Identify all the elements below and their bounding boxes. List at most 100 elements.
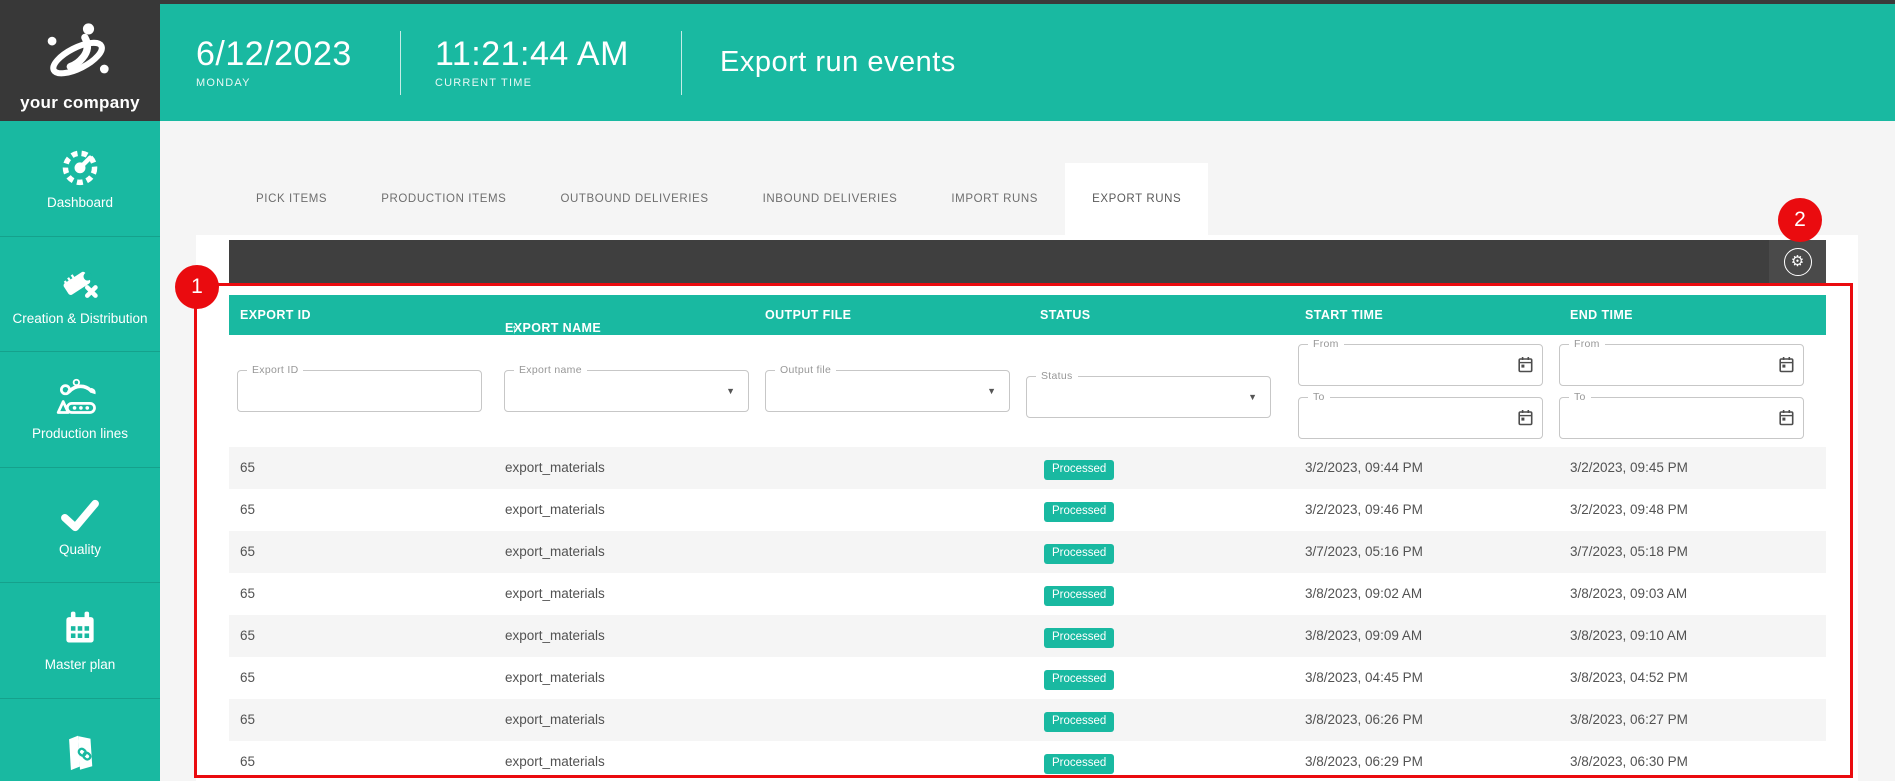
cell-export-id: 65: [240, 754, 256, 769]
table-settings-button[interactable]: ⚙: [1769, 240, 1826, 283]
export-runs-table-card: ⚙ EXPORT ID EXPORT NAME ↑ OUTPUT FILE STA…: [229, 240, 1826, 781]
cell-export-id: 65: [240, 460, 256, 475]
sidebar-item-label: Creation & Distribution: [12, 310, 148, 326]
sidebar-item-package-tracking[interactable]: [0, 699, 160, 781]
current-day: MONDAY: [196, 77, 251, 90]
package-link-icon: [58, 732, 102, 772]
tab-pick-items[interactable]: PICK ITEMS: [256, 193, 328, 205]
cell-start-time: 3/8/2023, 09:09 AM: [1305, 628, 1423, 643]
sidebar-item-production-lines[interactable]: Production lines: [0, 352, 160, 468]
check-icon: [57, 493, 103, 533]
tab-outbound-deliveries[interactable]: OUTBOUND DELIVERIES: [560, 193, 709, 205]
sidebar-item-quality[interactable]: Quality: [0, 468, 160, 583]
status-badge: Processed: [1044, 712, 1115, 732]
table-toolbar: ⚙: [229, 240, 1826, 283]
status-badge: Processed: [1044, 460, 1115, 480]
calendar-icon[interactable]: [1518, 356, 1533, 373]
table-row[interactable]: 65 export_materials Processed 3/8/2023, …: [229, 699, 1826, 741]
table-row[interactable]: 65 export_materials Processed 3/8/2023, …: [229, 573, 1826, 615]
status-badge: Processed: [1044, 586, 1115, 606]
cell-export-name: export_materials: [505, 460, 605, 475]
cell-end-time: 3/7/2023, 05:18 PM: [1570, 544, 1688, 559]
export-name-filter-input[interactable]: [515, 375, 712, 407]
filter-output-file: Output file ▼: [765, 364, 1010, 412]
chevron-down-icon[interactable]: ▼: [1248, 392, 1257, 402]
header-time-block: 11:21:44 AM CURRENT TIME: [435, 34, 647, 90]
cell-end-time: 3/2/2023, 09:45 PM: [1570, 460, 1688, 475]
tab-production-items[interactable]: PRODUCTION ITEMS: [381, 193, 507, 205]
calendar-icon[interactable]: [1779, 356, 1794, 373]
cell-export-name: export_materials: [505, 628, 605, 643]
column-header-status[interactable]: STATUS: [1040, 308, 1091, 322]
chevron-down-icon[interactable]: ▼: [987, 386, 996, 396]
status-badge: Processed: [1044, 754, 1115, 774]
status-badge: Processed: [1044, 502, 1115, 522]
start-time-to-input[interactable]: [1309, 402, 1506, 434]
table-row[interactable]: 65 export_materials Processed 3/2/2023, …: [229, 447, 1826, 489]
tab-export-runs[interactable]: EXPORT RUNS: [1065, 163, 1209, 235]
calendar-icon[interactable]: [1518, 409, 1533, 426]
cell-start-time: 3/7/2023, 05:16 PM: [1305, 544, 1423, 559]
status-badge: Processed: [1044, 628, 1115, 648]
sidebar-item-dashboard[interactable]: Dashboard: [0, 121, 160, 237]
filter-label: To: [1569, 391, 1591, 403]
column-header-end-time[interactable]: END TIME: [1570, 308, 1633, 322]
gauge-icon: [58, 146, 102, 186]
cell-export-id: 65: [240, 628, 256, 643]
chevron-down-icon[interactable]: ▼: [726, 386, 735, 396]
cell-end-time: 3/8/2023, 04:52 PM: [1570, 670, 1688, 685]
table-row[interactable]: 65 export_materials Processed 3/8/2023, …: [229, 615, 1826, 657]
sidebar-item-master-plan[interactable]: Master plan: [0, 583, 160, 699]
calendar-icon: [59, 608, 101, 648]
filter-label: Output file: [775, 364, 837, 376]
main-content: PICK ITEMS PRODUCTION ITEMS OUTBOUND DEL…: [160, 121, 1895, 781]
sidebar-item-label: Dashboard: [46, 195, 114, 211]
end-time-from-input[interactable]: [1570, 349, 1767, 381]
export-runs-panel: ⚙ EXPORT ID EXPORT NAME ↑ OUTPUT FILE STA…: [196, 235, 1858, 781]
current-time-label: CURRENT TIME: [435, 77, 533, 90]
cell-export-name: export_materials: [505, 586, 605, 601]
cell-export-id: 65: [240, 502, 256, 517]
column-header-start-time[interactable]: START TIME: [1305, 308, 1384, 322]
page-title: Export run events: [720, 46, 956, 78]
table-row[interactable]: 65 export_materials Processed 3/8/2023, …: [229, 741, 1826, 781]
cell-end-time: 3/8/2023, 06:27 PM: [1570, 712, 1688, 727]
table-row[interactable]: 65 export_materials Processed 3/8/2023, …: [229, 657, 1826, 699]
calendar-icon[interactable]: [1779, 409, 1794, 426]
column-header-export-id[interactable]: EXPORT ID: [240, 308, 311, 322]
table-filter-row: Export ID Export name ▼ Output file ▼: [229, 335, 1826, 447]
table-row[interactable]: 65 export_materials Processed 3/7/2023, …: [229, 531, 1826, 573]
status-filter-input[interactable]: [1037, 381, 1234, 413]
filter-end-time-from: From: [1559, 338, 1804, 386]
app-header: 6/12/2023 MONDAY 11:21:44 AM CURRENT TIM…: [160, 4, 1895, 121]
cell-start-time: 3/2/2023, 09:46 PM: [1305, 502, 1423, 517]
table-row[interactable]: 65 export_materials Processed 3/2/2023, …: [229, 489, 1826, 531]
sidebar-nav: Dashboard Creation & Distribution: [0, 121, 160, 781]
filter-label: To: [1308, 391, 1330, 403]
tab-import-runs[interactable]: IMPORT RUNS: [951, 193, 1039, 205]
cell-export-id: 65: [240, 544, 256, 559]
end-time-to-input[interactable]: [1570, 402, 1767, 434]
cell-export-id: 65: [240, 712, 256, 727]
column-header-output-file[interactable]: OUTPUT FILE: [765, 308, 852, 322]
current-time: 11:21:44 AM: [435, 34, 629, 73]
header-divider: [681, 30, 682, 95]
cell-start-time: 3/8/2023, 06:26 PM: [1305, 712, 1423, 727]
filter-label: Status: [1036, 370, 1078, 382]
filter-export-name: Export name ▼: [504, 364, 749, 412]
cell-start-time: 3/8/2023, 09:02 AM: [1305, 586, 1423, 601]
output-file-filter-input[interactable]: [776, 375, 973, 407]
header-date-block: 6/12/2023 MONDAY: [196, 35, 366, 90]
filter-label: Export name: [514, 364, 587, 376]
export-id-filter-input[interactable]: [248, 375, 445, 407]
table-body: 65 export_materials Processed 3/2/2023, …: [229, 447, 1826, 781]
annotation-step-2-badge: 2: [1778, 198, 1822, 242]
tab-inbound-deliveries[interactable]: INBOUND DELIVERIES: [762, 193, 898, 205]
company-logo[interactable]: your company: [0, 0, 160, 121]
cell-start-time: 3/8/2023, 04:45 PM: [1305, 670, 1423, 685]
filter-status: Status ▼: [1026, 370, 1271, 418]
sidebar-item-creation-distribution[interactable]: Creation & Distribution: [0, 237, 160, 352]
cell-end-time: 3/8/2023, 09:10 AM: [1570, 628, 1688, 643]
cell-end-time: 3/8/2023, 09:03 AM: [1570, 586, 1688, 601]
start-time-from-input[interactable]: [1309, 349, 1506, 381]
